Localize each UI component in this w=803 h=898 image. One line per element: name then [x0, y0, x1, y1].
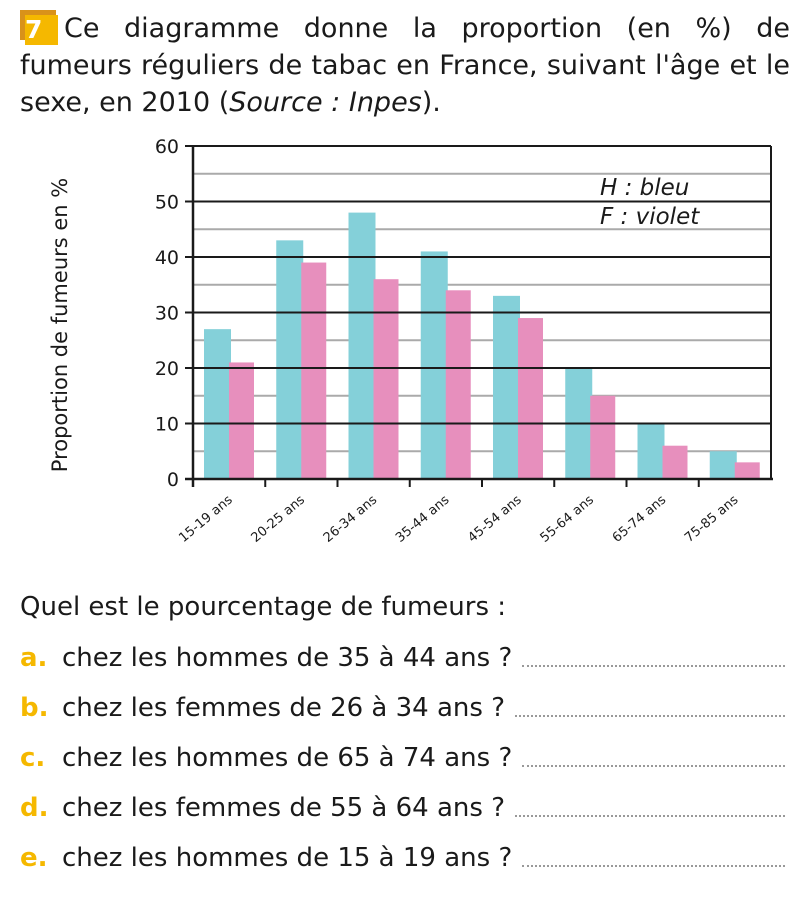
- x-tick-label: 15-19 ans: [176, 492, 236, 545]
- bar-H-35-44 ans: [420, 251, 448, 479]
- x-tick-label: 65-74 ans: [610, 492, 670, 545]
- question-letter: a.: [20, 643, 48, 673]
- x-tick-label: 75-85 ans: [682, 492, 742, 545]
- bar-F-45-54 ans: [518, 318, 543, 479]
- legend-entry-F: F : violet: [600, 204, 700, 230]
- bar-F-75-85 ans: [734, 462, 760, 479]
- exercise-number-badge: 7: [20, 10, 58, 45]
- bar-H-45-54 ans: [493, 295, 520, 479]
- y-tick-label: 20: [155, 358, 179, 380]
- bar-H-20-25 ans: [276, 240, 304, 479]
- question-b: b. chez les femmes de 26 à 34 ans ?: [20, 693, 785, 723]
- y-tick-label: 0: [167, 469, 179, 491]
- x-tick-label: 35-44 ans: [393, 492, 453, 545]
- question-text: chez les hommes de 35 à 44 ans ?: [62, 643, 513, 673]
- y-tick-label: 50: [155, 192, 179, 214]
- question-text: chez les hommes de 65 à 74 ans ?: [62, 743, 513, 773]
- answer-line[interactable]: [515, 714, 785, 717]
- bar-H-15-19 ans: [204, 329, 231, 479]
- bar-F-15-19 ans: [229, 362, 254, 479]
- x-tick-label: 45-54 ans: [465, 492, 525, 545]
- x-tick-label: 55-64 ans: [538, 492, 598, 545]
- bar-F-65-74 ans: [662, 445, 688, 479]
- answer-line[interactable]: [515, 814, 785, 817]
- bar-chart: 0 10 20 30 40 50 60 15-19 ans 20-25 ans 26-34 ans…: [48, 136, 773, 546]
- bar-H-75-85 ans: [709, 451, 737, 479]
- bar-H-26-34 ans: [348, 212, 376, 479]
- y-axis-label: Proportion de fumeurs en %: [48, 178, 72, 472]
- question-letter: d.: [20, 793, 49, 823]
- source: Source : Inpes: [229, 87, 422, 118]
- x-tick-label: 26-34 ans: [321, 492, 381, 545]
- exercise-statement: 7 Ce diagramme donne la proportion (en %)…: [20, 10, 790, 121]
- bar-F-55-64 ans: [590, 395, 616, 479]
- question-text: chez les femmes de 55 à 64 ans ?: [62, 793, 506, 823]
- question-text: chez les hommes de 15 à 19 ans ?: [62, 843, 513, 873]
- question-text: chez les femmes de 26 à 34 ans ?: [62, 693, 506, 723]
- bar-H-65-74 ans: [637, 423, 665, 479]
- y-tick-label: 10: [155, 414, 179, 436]
- question-d: d. chez les femmes de 55 à 64 ans ?: [20, 793, 785, 823]
- y-tick-label: 30: [155, 303, 179, 325]
- question-e: e. chez les hommes de 15 à 19 ans ?: [20, 843, 785, 873]
- y-tick-label: 40: [155, 247, 179, 269]
- question-letter: e.: [20, 843, 48, 873]
- x-tick-label: 20-25 ans: [249, 492, 309, 545]
- question-c: c. chez les hommes de 65 à 74 ans ?: [20, 743, 785, 773]
- bar-F-35-44 ans: [445, 290, 471, 479]
- y-tick-label: 60: [155, 136, 179, 158]
- question-letter: c.: [20, 743, 46, 773]
- answer-line[interactable]: [522, 764, 785, 767]
- question-letter: b.: [20, 693, 49, 723]
- question-a: a. chez les hommes de 35 à 44 ans ?: [20, 643, 785, 673]
- bar-F-26-34 ans: [373, 279, 399, 479]
- legend-entry-H: H : bleu: [600, 175, 689, 201]
- answer-line[interactable]: [522, 664, 785, 667]
- answer-line[interactable]: [522, 864, 785, 867]
- question-prompt: Quel est le pourcentage de fumeurs :: [20, 592, 507, 622]
- bar-F-20-25 ans: [301, 262, 327, 479]
